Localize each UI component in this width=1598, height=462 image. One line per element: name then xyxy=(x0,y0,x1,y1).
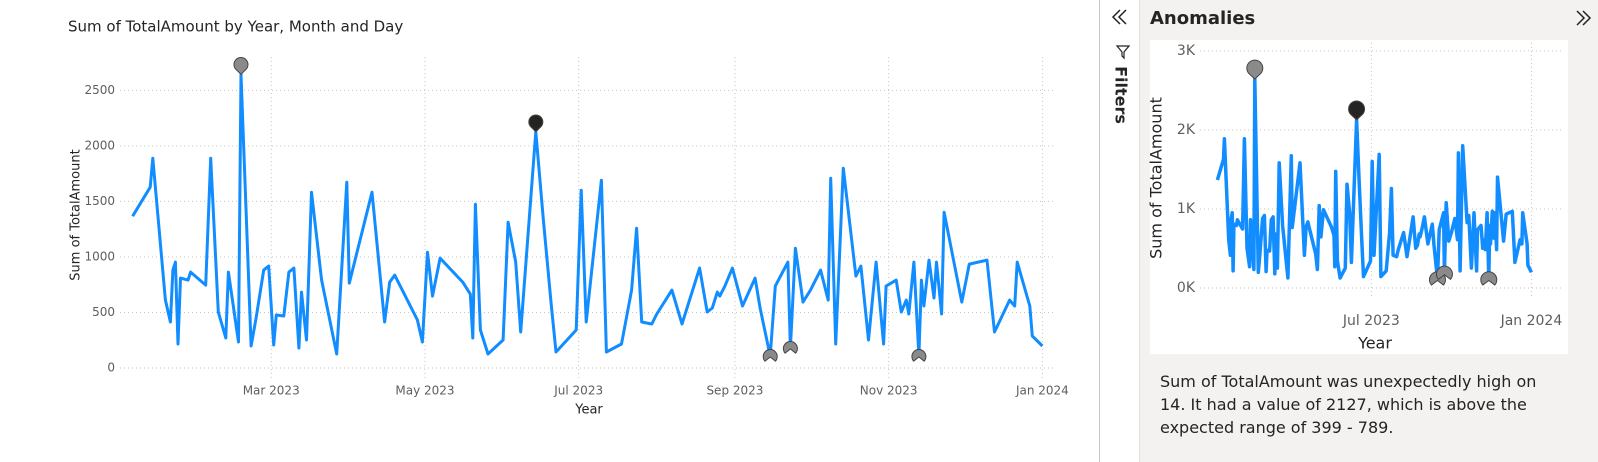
x-axis-label: Year xyxy=(1357,334,1392,353)
y-tick-label: 0 xyxy=(107,361,115,375)
x-tick-label: Jul 2023 xyxy=(1342,313,1400,329)
collapse-icon[interactable] xyxy=(1111,9,1127,25)
x-tick-label: Mar 2023 xyxy=(243,384,300,398)
y-axis-label: Sum of TotalAmount xyxy=(69,149,84,280)
anomaly-marker[interactable] xyxy=(528,114,544,133)
anomaly-description: Sum of TotalAmount was unexpectedly high… xyxy=(1160,372,1537,437)
x-tick-label: May 2023 xyxy=(395,384,454,398)
y-tick-label: 3K xyxy=(1177,43,1196,59)
y-tick-label: 2K xyxy=(1177,122,1196,138)
x-tick-label: Jan 2024 xyxy=(1015,384,1069,398)
y-tick-label: 2000 xyxy=(84,138,115,152)
panel-title: Anomalies xyxy=(1150,8,1255,29)
anomaly-marker[interactable] xyxy=(1348,100,1366,121)
filters-strip xyxy=(1100,0,1140,462)
data-line xyxy=(1215,77,1533,282)
anomaly-marker[interactable] xyxy=(911,349,927,362)
anomaly-marker[interactable] xyxy=(782,341,798,354)
anomaly-marker[interactable] xyxy=(1436,265,1453,281)
expand-icon[interactable] xyxy=(1576,10,1592,26)
y-tick-label: 1000 xyxy=(84,249,115,263)
y-tick-label: 1K xyxy=(1177,201,1196,217)
anomaly-marker[interactable] xyxy=(762,349,778,362)
y-tick-label: 1500 xyxy=(84,194,115,208)
x-tick-label: Nov 2023 xyxy=(860,384,918,398)
filter-icon[interactable] xyxy=(1115,45,1131,60)
y-axis-label: Sum of TotalAmount xyxy=(1147,97,1166,259)
y-tick-label: 500 xyxy=(92,305,115,319)
anomaly-marker[interactable] xyxy=(233,57,249,76)
y-tick-label: 2500 xyxy=(84,83,115,97)
chart-title: Sum of TotalAmount by Year, Month and Da… xyxy=(68,18,403,36)
anomaly-marker[interactable] xyxy=(1246,59,1264,80)
x-axis-label: Year xyxy=(574,403,603,418)
data-line xyxy=(131,72,1044,358)
x-tick-label: Jul 2023 xyxy=(553,384,603,398)
filters-label[interactable]: Filters xyxy=(1112,66,1131,124)
x-tick-label: Jan 2024 xyxy=(1500,313,1563,329)
y-tick-label: 0K xyxy=(1177,280,1196,296)
x-tick-label: Sep 2023 xyxy=(706,384,763,398)
anomaly-marker[interactable] xyxy=(1480,271,1498,286)
